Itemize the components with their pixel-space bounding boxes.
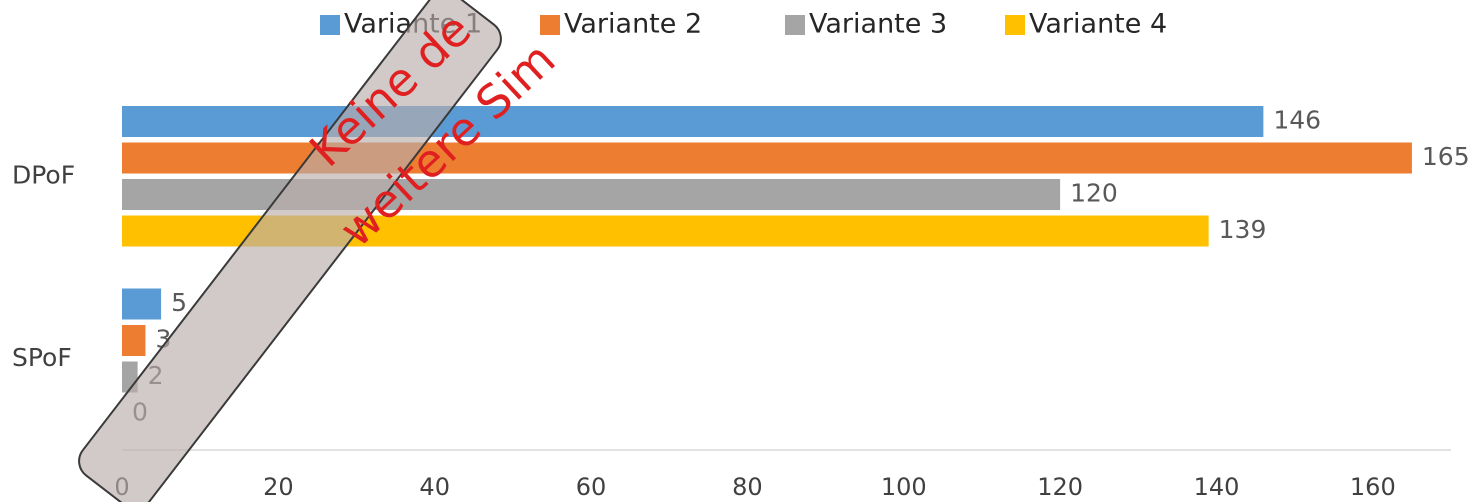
bar <box>122 325 146 356</box>
y-tick-label: DPoF <box>12 160 75 189</box>
bar <box>122 106 1264 137</box>
y-tick-label: SPoF <box>12 343 72 372</box>
legend-swatch <box>320 15 340 35</box>
x-tick-label: 40 <box>419 473 450 501</box>
overlay-box <box>78 0 502 502</box>
bar <box>122 179 1061 210</box>
value-label: 5 <box>171 288 187 317</box>
legend-swatch <box>1005 15 1025 35</box>
legend-label: Variante 3 <box>809 9 947 40</box>
overlay: Keine de weitere Sim <box>78 0 565 502</box>
value-label: 165 <box>1422 142 1470 171</box>
legend-swatch <box>540 15 560 35</box>
x-tick-label: 20 <box>263 473 294 501</box>
x-tick-label: 100 <box>881 473 927 501</box>
value-label: 120 <box>1070 179 1118 208</box>
legend-swatch <box>785 15 805 35</box>
value-label: 146 <box>1273 106 1321 135</box>
x-tick-label: 120 <box>1037 473 1083 501</box>
x-tick-label: 80 <box>732 473 763 501</box>
legend-label: Variante 2 <box>564 9 702 40</box>
legend-label: Variante 4 <box>1029 9 1167 40</box>
x-tick-label: 60 <box>576 473 607 501</box>
value-label: 139 <box>1219 215 1267 244</box>
x-tick-label: 160 <box>1350 473 1396 501</box>
bar <box>122 288 162 320</box>
x-tick-label: 140 <box>1194 473 1240 501</box>
